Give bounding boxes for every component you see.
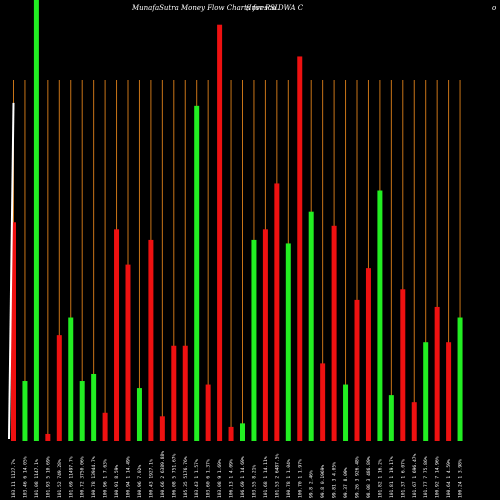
x-tick-label: 103.08 9 1.69%: [217, 459, 223, 498]
x-tick-label: 100.70 1 1.97%: [297, 459, 303, 498]
x-tick-label: 98.08 3 486.89%: [366, 456, 372, 498]
volume-bar-down: [331, 225, 337, 441]
x-tick-label: 101.67 1 696.47%: [412, 454, 418, 498]
x-tick-label: 101.69 11497.7%: [68, 456, 74, 498]
x-tick-label: 101.52 749.28%: [57, 459, 63, 498]
x-tick-label: 100.94 1 14.49%: [126, 456, 132, 498]
x-tick-label: 101.68 1 14.11%: [263, 456, 269, 498]
volume-bar-up: [457, 317, 463, 441]
x-tick-label: 101.77 7 75.86%: [423, 456, 429, 498]
chart-title-tail: o: [492, 4, 496, 12]
volume-bar-up: [308, 211, 314, 441]
volume-bar-down: [446, 342, 452, 441]
x-tick-label: 101.08 1147.1%: [34, 459, 40, 498]
volume-bar-down: [354, 299, 360, 441]
x-tick-label: 99.81 3 4.05%: [332, 462, 338, 498]
x-tick-label: 101.37 1 6.07%: [400, 459, 406, 498]
volume-bar-down: [205, 384, 211, 441]
volume-bar-down: [262, 229, 268, 441]
volume-bar-down: [297, 56, 303, 441]
chart-title-left: MunafaSutra Money Flow Charts for PSL: [131, 4, 280, 12]
volume-bar-down: [114, 229, 120, 441]
volume-bar-up: [240, 423, 245, 441]
x-tick-label: 100.92 7 14.96%: [435, 456, 441, 498]
x-tick-label: 100.66 2 6389.88%: [160, 451, 166, 498]
volume-bars: [11, 0, 463, 442]
volume-bar-down: [171, 345, 177, 441]
x-tick-label: 100.24 1 3.98%: [458, 459, 464, 498]
volume-bar-down: [217, 24, 223, 442]
volume-bar-up: [79, 381, 85, 441]
volume-bar-up: [68, 317, 74, 441]
x-tick-label: 103.43 1 1.57%: [194, 459, 200, 498]
volume-bar-up: [91, 373, 97, 441]
volume-bar-down: [56, 335, 62, 441]
volume-bar-down: [400, 289, 406, 441]
x-tick-label: 105.35 5176.76%: [183, 456, 189, 498]
volume-bar-down: [182, 345, 188, 441]
volume-bar-down: [45, 433, 51, 441]
x-tick-label: 100.72 3750.06%: [80, 456, 86, 498]
volume-bar-up: [285, 243, 291, 441]
x-tick-label: 99.8 2.46%: [309, 470, 315, 498]
volume-bar-down: [228, 426, 234, 441]
x-tick-label: 99.26 3 926.48%: [355, 456, 361, 498]
x-tick-label: 101.82 1 16.2%: [377, 459, 383, 498]
volume-bar-up: [343, 384, 349, 441]
volume-bar-up: [377, 190, 383, 441]
x-tick-label: 101.93 5 10.69%: [45, 456, 51, 498]
x-tick-label: 101.81 1 19.17%: [389, 456, 395, 498]
volume-bar-down: [125, 264, 131, 441]
x-tick-label: 100.96 7.02%: [137, 465, 143, 498]
volume-bar-down: [159, 416, 165, 441]
volume-bar-up: [423, 342, 429, 441]
x-tick-label: 106.08 5 751.67%: [171, 454, 177, 498]
volume-bar-up: [194, 105, 200, 441]
x-tick-label: 103.60 6 1.37%: [206, 459, 212, 498]
x-tick-label: 99.8 0.1969%: [320, 465, 326, 498]
x-tick-label: 99.37 8.09%: [343, 467, 349, 498]
volume-bar-up: [136, 388, 142, 441]
price-line: [8, 102, 15, 440]
x-tick-label: 100.43 1927.1%: [148, 459, 154, 498]
x-tick-label: 106.13 1 4.09%: [229, 459, 235, 498]
x-tick-label: 100.78 13944.7%: [91, 456, 97, 498]
chart-title-right: (Invesco DWA C: [246, 4, 304, 12]
volume-bar-up: [33, 0, 39, 441]
volume-bar-down: [320, 363, 326, 441]
volume-bar-down: [411, 402, 417, 441]
x-tick-label: 100.64 1 4.59%: [446, 459, 452, 498]
volume-bar-up: [388, 395, 394, 441]
volume-bar-down: [102, 412, 108, 441]
x-tick-labels: 103.11 1127.7% 103.46 6 14.05% 101.08 1147…: [11, 451, 464, 498]
x-tick-label: 100.96 1 7.63%: [103, 459, 109, 498]
volume-bar-down: [11, 222, 16, 441]
volume-bar-down: [365, 268, 371, 441]
x-tick-label: 100.78 1 1.04%: [286, 459, 292, 498]
volume-bar-down: [434, 306, 440, 441]
x-tick-label: 103.55 8.21%: [251, 465, 257, 498]
volume-bar-up: [22, 381, 28, 441]
x-tick-label: 103.46 6 14.05%: [22, 456, 28, 498]
x-tick-label: 100.91 8.59%: [114, 465, 120, 498]
x-tick-label: 101.53 2 6487.5%: [274, 454, 280, 498]
x-tick-label: 106.69 1 14.69%: [240, 456, 246, 498]
volume-bar-up: [251, 239, 257, 441]
volume-bar-down: [148, 239, 154, 441]
volume-bar-down: [274, 183, 280, 441]
x-tick-label: 103.11 1127.7%: [11, 459, 17, 498]
